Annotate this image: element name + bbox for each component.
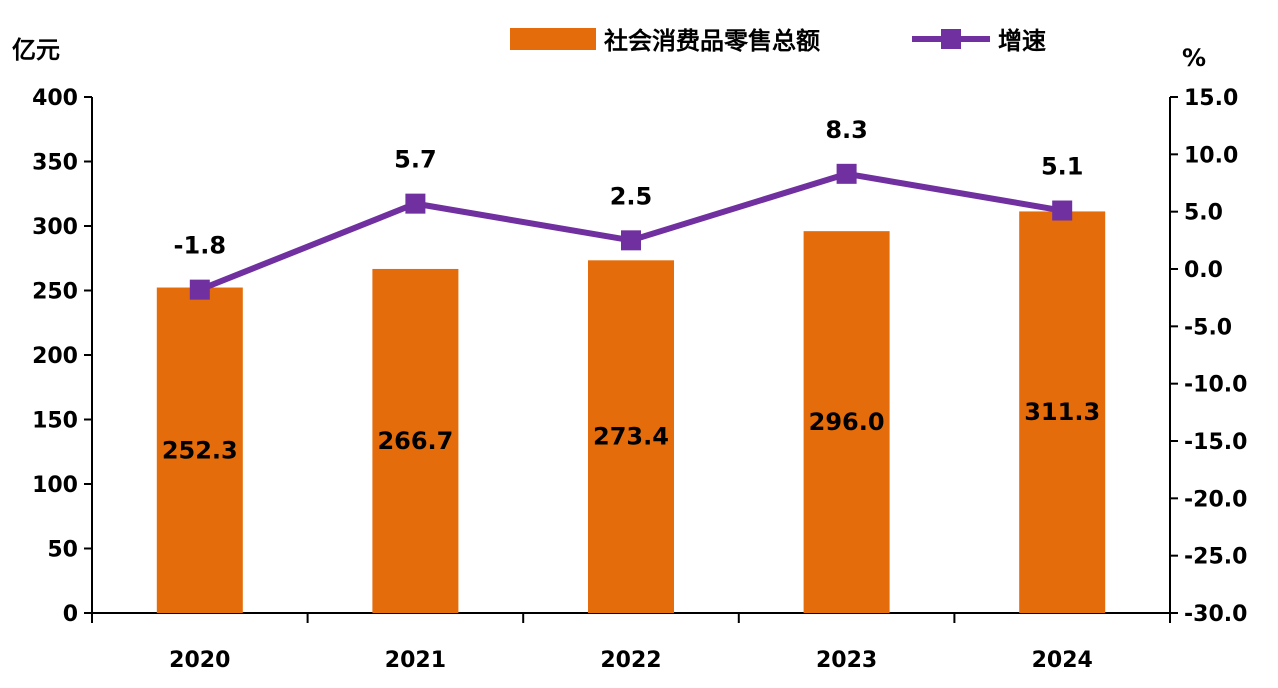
right-axis-tick-label: 5.0 — [1184, 201, 1223, 226]
x-axis-tick-label: 2022 — [600, 648, 661, 673]
growth-value-label: 5.7 — [394, 146, 437, 174]
bar-value-label: 266.7 — [377, 427, 453, 455]
growth-value-label: -1.8 — [174, 232, 226, 260]
growth-point-2023 — [836, 163, 857, 184]
legend: 社会消费品零售总额 增速 — [510, 27, 1046, 55]
x-axis-tick-label: 2021 — [385, 648, 446, 673]
left-axis-tick-label: 0 — [63, 602, 78, 627]
x-axis-tick-label: 2020 — [169, 648, 230, 673]
bar-value-label: 252.3 — [162, 436, 238, 464]
growth-value-label: 8.3 — [825, 116, 868, 144]
growth-value-label: 2.5 — [610, 182, 653, 210]
right-axis-unit: % — [1182, 44, 1206, 72]
bar-value-label: 311.3 — [1024, 398, 1100, 426]
right-axis-tick-label: 10.0 — [1184, 143, 1238, 168]
growth-point-2020 — [189, 279, 210, 300]
left-axis-tick-label: 400 — [32, 86, 78, 111]
growth-line-series: -1.8 5.7 2.5 8.3 5.1 — [174, 116, 1084, 300]
bar-value-label: 296.0 — [809, 408, 885, 436]
right-axis-tick-label: -30.0 — [1184, 602, 1247, 627]
bar-2023 — [803, 231, 890, 613]
bar-value-label: 273.4 — [593, 423, 669, 451]
right-axis-tick-label: -5.0 — [1184, 315, 1232, 340]
growth-value-label: 5.1 — [1041, 153, 1084, 181]
left-axis-tick-label: 100 — [32, 473, 78, 498]
bars: 252.3 266.7 273.4 296.0 311.3 — [156, 211, 1106, 613]
left-axis-tick-label: 250 — [32, 280, 78, 305]
right-axis-tick-label: -25.0 — [1184, 545, 1247, 570]
left-axis-tick-label: 350 — [32, 151, 78, 176]
legend-line-marker — [941, 29, 961, 49]
right-axis-tick-label: -15.0 — [1184, 430, 1247, 455]
bar-2022 — [588, 260, 674, 613]
right-axis-tick-label: -20.0 — [1184, 487, 1247, 512]
right-axis-tick-label: 15.0 — [1184, 86, 1238, 111]
legend-bar-swatch — [510, 28, 596, 50]
bar-2021 — [372, 268, 459, 613]
bar-2020 — [156, 287, 243, 613]
x-axis-tick-label: 2024 — [1032, 648, 1093, 673]
bar-2024 — [1019, 211, 1106, 613]
left-axis-tick-label: 200 — [32, 344, 78, 369]
axes: 0 50 100 150 200 250 300 350 400 -30.0 -25.0 -20.0 -… — [32, 86, 1247, 673]
left-axis-tick-label: 50 — [47, 538, 78, 563]
left-axis-tick-label: 150 — [32, 409, 78, 434]
growth-point-2021 — [405, 193, 426, 214]
left-axis-tick-label: 300 — [32, 215, 78, 240]
growth-point-2024 — [1052, 200, 1073, 221]
growth-point-2022 — [621, 230, 641, 251]
x-axis-tick-label: 2023 — [816, 648, 877, 673]
left-axis-unit: 亿元 — [12, 36, 60, 64]
legend-bar-label: 社会消费品零售总额 — [604, 27, 820, 55]
legend-line-label: 增速 — [998, 27, 1046, 55]
right-axis-tick-label: 0.0 — [1184, 258, 1223, 283]
right-axis-tick-label: -10.0 — [1184, 373, 1247, 398]
